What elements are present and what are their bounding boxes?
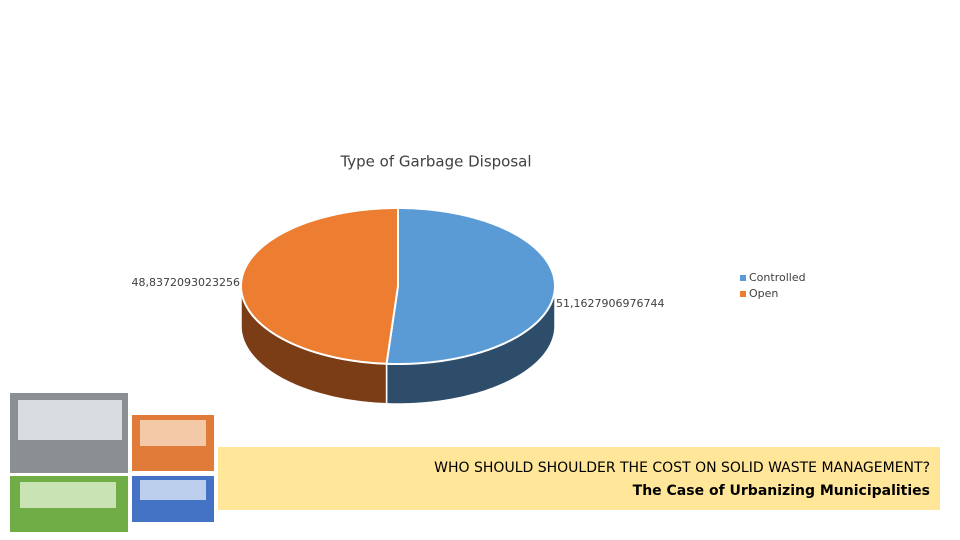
pie-slice <box>239 206 399 365</box>
legend-swatch <box>740 291 746 297</box>
chart-title: Type of Garbage Disposal <box>339 153 531 171</box>
pie-slice <box>385 206 557 366</box>
data-label: 51,1627906976744 <box>556 297 664 310</box>
banner-subtitle: The Case of Urbanizing Municipalities <box>633 483 930 499</box>
legend-swatch <box>740 275 746 281</box>
banner-title: WHO SHOULD SHOULDER THE COST ON SOLID WA… <box>434 460 930 476</box>
photo-detail <box>18 400 122 440</box>
photo-detail <box>140 480 206 500</box>
legend-label: Controlled <box>749 271 806 284</box>
legend-label: Open <box>749 287 778 300</box>
photo-detail <box>140 420 206 446</box>
data-label: 48,8372093023256 <box>132 276 240 289</box>
banner <box>218 447 940 510</box>
photo-detail <box>20 482 116 508</box>
photo-collage <box>10 393 214 532</box>
